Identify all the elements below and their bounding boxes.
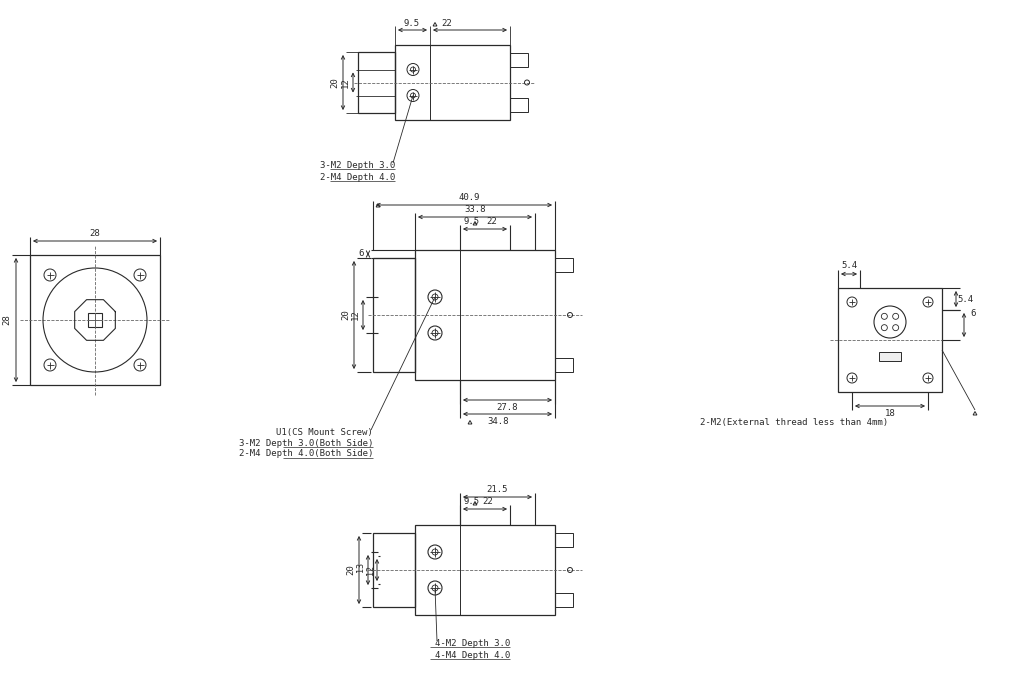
Text: 28: 28 xyxy=(2,314,11,326)
Text: 40.9: 40.9 xyxy=(458,193,480,202)
Text: 12: 12 xyxy=(366,565,375,575)
Bar xyxy=(555,258,573,272)
Text: U1(CS Mount Screw): U1(CS Mount Screw) xyxy=(276,428,373,437)
Text: 3-M2 Depth 3.0(Both Side): 3-M2 Depth 3.0(Both Side) xyxy=(239,438,373,447)
Text: 21.5: 21.5 xyxy=(487,484,508,494)
Bar xyxy=(373,533,415,607)
Bar xyxy=(510,98,528,112)
Text: 9.5: 9.5 xyxy=(404,18,420,27)
Bar xyxy=(415,525,555,615)
Text: 13: 13 xyxy=(356,562,366,572)
Text: 6: 6 xyxy=(358,249,364,258)
Text: 2-M4 Depth 4.0(Both Side): 2-M4 Depth 4.0(Both Side) xyxy=(239,449,373,459)
Bar xyxy=(373,258,415,372)
Bar xyxy=(838,288,942,392)
Text: 9.5: 9.5 xyxy=(464,496,480,505)
Bar xyxy=(555,593,573,607)
Text: 22: 22 xyxy=(482,496,492,505)
Text: 20: 20 xyxy=(342,309,350,321)
Text: 4-M4 Depth 4.0: 4-M4 Depth 4.0 xyxy=(435,650,510,659)
Bar xyxy=(358,52,394,113)
Text: 12: 12 xyxy=(350,309,359,321)
Text: 28: 28 xyxy=(90,228,100,237)
Bar xyxy=(30,255,160,385)
Bar xyxy=(510,53,528,67)
Bar xyxy=(394,45,510,120)
Text: 22: 22 xyxy=(486,216,496,225)
Text: 5.4: 5.4 xyxy=(957,295,973,304)
Text: 9.5: 9.5 xyxy=(464,216,480,225)
Text: 3-M2 Depth 3.0: 3-M2 Depth 3.0 xyxy=(319,160,394,169)
Text: 34.8: 34.8 xyxy=(487,417,509,426)
Bar xyxy=(879,351,901,360)
Text: 20: 20 xyxy=(346,565,355,575)
Text: 6: 6 xyxy=(970,309,975,318)
Text: 2-M2(External thread less than 4mm): 2-M2(External thread less than 4mm) xyxy=(700,417,888,426)
Bar xyxy=(88,313,102,327)
Text: 5.4: 5.4 xyxy=(840,262,857,270)
Bar xyxy=(555,533,573,547)
Text: 27.8: 27.8 xyxy=(496,403,518,412)
Text: 20: 20 xyxy=(331,77,340,88)
Bar xyxy=(415,250,555,380)
Text: 33.8: 33.8 xyxy=(465,204,486,214)
Text: 4-M2 Depth 3.0: 4-M2 Depth 3.0 xyxy=(435,638,510,648)
Text: 2-M4 Depth 4.0: 2-M4 Depth 4.0 xyxy=(319,172,394,181)
Text: 18: 18 xyxy=(885,410,895,419)
Text: 12: 12 xyxy=(341,77,349,88)
Bar xyxy=(555,358,573,372)
Text: 22: 22 xyxy=(442,18,452,27)
